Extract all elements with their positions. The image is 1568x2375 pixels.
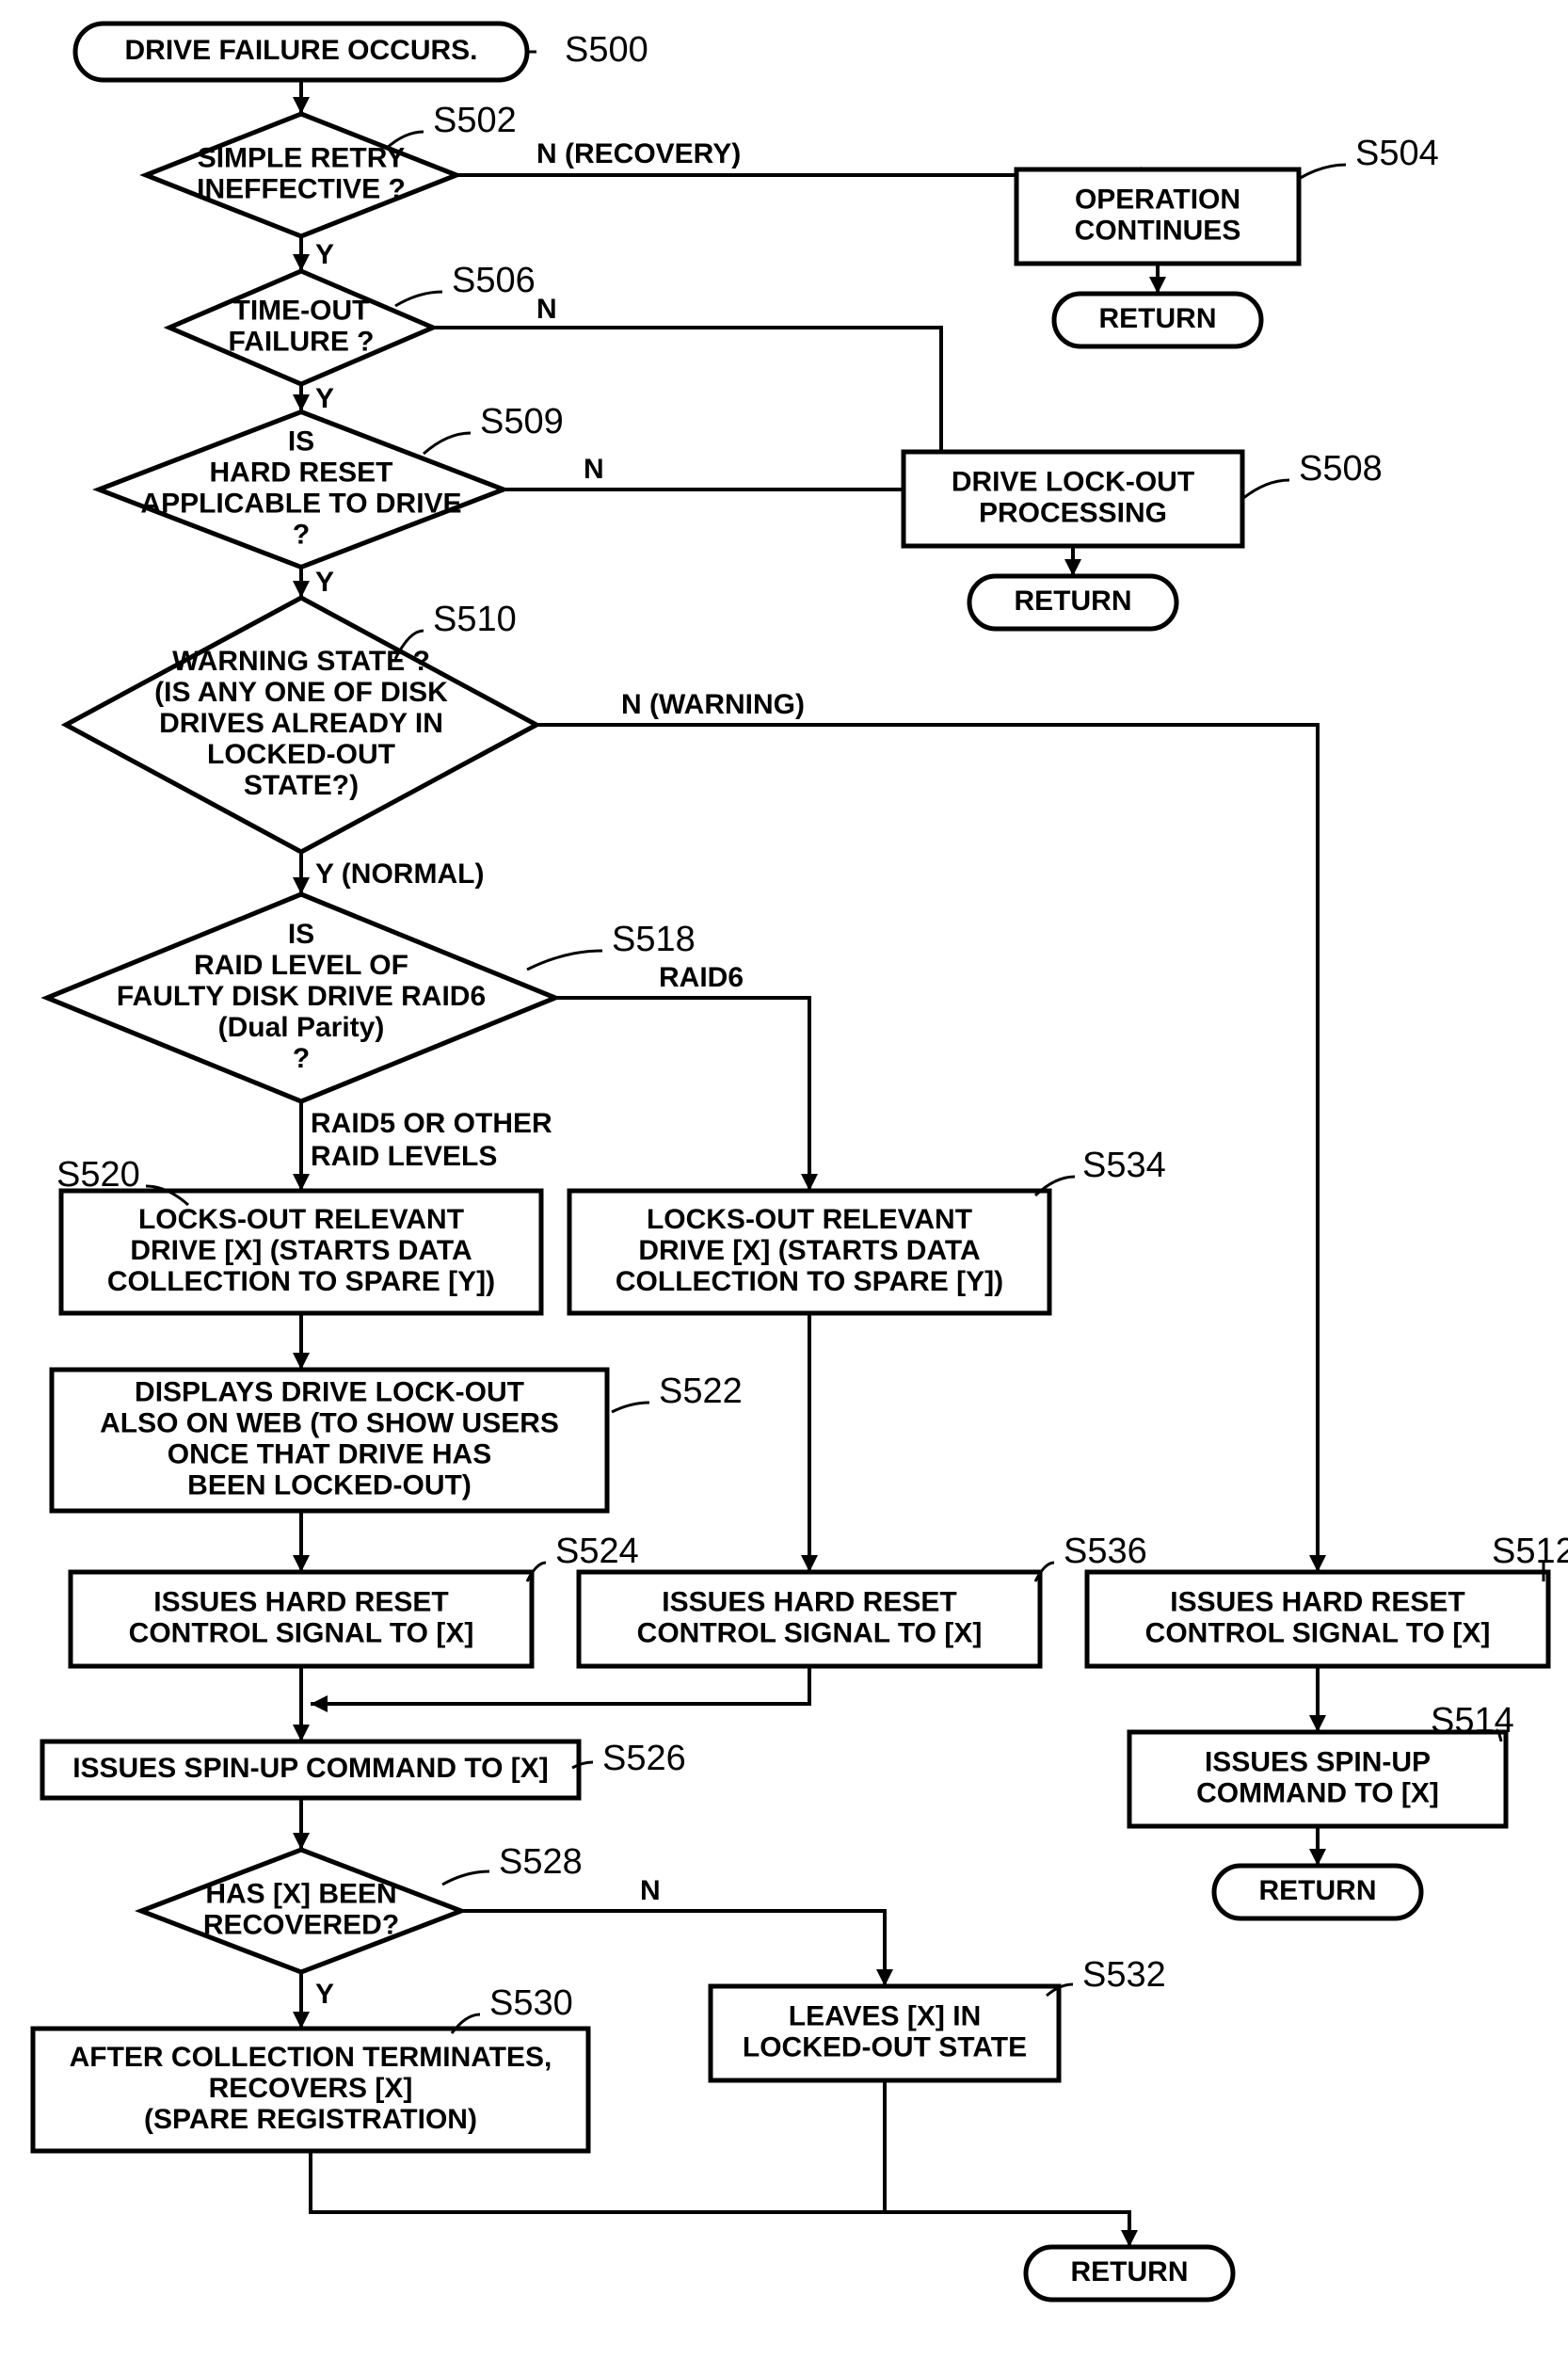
step-label: S520: [56, 1155, 140, 1195]
svg-text:DISPLAYS DRIVE LOCK-OUT: DISPLAYS DRIVE LOCK-OUT: [135, 1376, 524, 1407]
svg-text:ONCE THAT DRIVE HAS: ONCE THAT DRIVE HAS: [168, 1438, 491, 1469]
edge-label: N (WARNING): [621, 689, 805, 720]
step-label: S530: [489, 1983, 573, 2023]
edge-label: N: [536, 294, 557, 325]
step-label: S528: [499, 1842, 583, 1882]
svg-text:DRIVE FAILURE OCCURS.: DRIVE FAILURE OCCURS.: [124, 35, 477, 66]
svg-text:LOCKED-OUT: LOCKED-OUT: [207, 739, 395, 770]
svg-text:?: ?: [293, 519, 310, 550]
svg-text:DRIVE [X] (STARTS DATA: DRIVE [X] (STARTS DATA: [638, 1235, 980, 1266]
step-label: S532: [1082, 1955, 1166, 1995]
svg-text:COLLECTION TO SPARE [Y]): COLLECTION TO SPARE [Y]): [616, 1266, 1003, 1297]
step-label: S510: [433, 600, 517, 639]
svg-text:STATE?): STATE?): [244, 770, 359, 801]
step-label: S518: [612, 920, 696, 959]
svg-text:CONTROL SIGNAL TO [X]: CONTROL SIGNAL TO [X]: [1145, 1617, 1491, 1648]
svg-text:INEFFECTIVE ?: INEFFECTIVE ?: [197, 173, 406, 204]
svg-text:DRIVE [X] (STARTS DATA: DRIVE [X] (STARTS DATA: [130, 1235, 472, 1266]
step-label: S514: [1431, 1701, 1514, 1741]
edge-label: N (RECOVERY): [536, 138, 741, 169]
step-label: S522: [659, 1372, 743, 1411]
svg-text:ISSUES SPIN-UP COMMAND TO [X]: ISSUES SPIN-UP COMMAND TO [X]: [72, 1753, 549, 1784]
step-label: S502: [433, 101, 517, 140]
svg-text:FAILURE ?: FAILURE ?: [229, 326, 375, 357]
step-label: S512: [1492, 1532, 1568, 1571]
edge-label: N: [584, 454, 604, 485]
svg-text:SIMPLE RETRY: SIMPLE RETRY: [198, 142, 406, 173]
svg-text:RECOVERS [X]: RECOVERS [X]: [209, 2073, 413, 2104]
svg-text:WARNING STATE ?: WARNING STATE ?: [172, 646, 430, 677]
edge-label: RAID5 OR OTHER: [311, 1108, 552, 1139]
svg-text:RETURN: RETURN: [1259, 1875, 1377, 1906]
svg-text:RETURN: RETURN: [1015, 586, 1132, 617]
svg-text:DRIVES ALREADY IN: DRIVES ALREADY IN: [159, 708, 443, 739]
svg-text:LEAVES [X] IN: LEAVES [X] IN: [789, 2000, 981, 2031]
svg-text:APPLICABLE TO DRIVE: APPLICABLE TO DRIVE: [140, 488, 461, 519]
svg-text:OPERATION: OPERATION: [1075, 184, 1240, 215]
svg-text:HAS [X] BEEN: HAS [X] BEEN: [205, 1878, 396, 1909]
step-label: S500: [565, 30, 648, 70]
step-label: S504: [1355, 134, 1439, 173]
svg-text:ISSUES SPIN-UP: ISSUES SPIN-UP: [1205, 1746, 1431, 1777]
svg-text:COLLECTION TO SPARE [Y]): COLLECTION TO SPARE [Y]): [107, 1266, 495, 1297]
svg-text:RETURN: RETURN: [1099, 303, 1217, 334]
edge-label: Y: [315, 567, 334, 598]
step-label: S526: [602, 1739, 686, 1778]
svg-text:IS: IS: [288, 425, 314, 457]
step-label: S509: [480, 402, 564, 441]
edge-label: RAID LEVELS: [311, 1141, 497, 1172]
svg-text:COMMAND TO [X]: COMMAND TO [X]: [1196, 1777, 1439, 1808]
svg-text:RETURN: RETURN: [1071, 2256, 1189, 2287]
step-label: S534: [1082, 1146, 1166, 1185]
svg-text:ALSO ON WEB (TO SHOW USERS: ALSO ON WEB (TO SHOW USERS: [100, 1407, 559, 1438]
svg-text:(SPARE REGISTRATION): (SPARE REGISTRATION): [144, 2104, 477, 2135]
step-label: S506: [452, 261, 536, 300]
svg-text:IS: IS: [288, 919, 314, 950]
edge-label: Y (NORMAL): [315, 859, 484, 890]
svg-text:CONTROL SIGNAL TO [X]: CONTROL SIGNAL TO [X]: [129, 1617, 474, 1648]
svg-text:RECOVERED?: RECOVERED?: [203, 1909, 399, 1940]
svg-text:RAID LEVEL OF: RAID LEVEL OF: [194, 950, 408, 981]
step-label: S524: [555, 1532, 639, 1571]
svg-text:LOCKS-OUT RELEVANT: LOCKS-OUT RELEVANT: [138, 1204, 464, 1235]
svg-text:ISSUES HARD RESET: ISSUES HARD RESET: [662, 1586, 956, 1617]
svg-text:CONTROL SIGNAL TO [X]: CONTROL SIGNAL TO [X]: [637, 1617, 983, 1648]
svg-text:DRIVE LOCK-OUT: DRIVE LOCK-OUT: [952, 466, 1194, 497]
edge-label: Y: [315, 239, 334, 270]
svg-text:(Dual Parity): (Dual Parity): [218, 1012, 385, 1043]
svg-text:CONTINUES: CONTINUES: [1075, 215, 1241, 246]
edge-label: Y: [315, 1979, 334, 2010]
edge-label: N: [640, 1875, 661, 1906]
svg-text:LOCKS-OUT RELEVANT: LOCKS-OUT RELEVANT: [647, 1204, 972, 1235]
edge-label: RAID6: [659, 962, 744, 993]
svg-text:FAULTY DISK DRIVE RAID6: FAULTY DISK DRIVE RAID6: [117, 981, 486, 1012]
svg-text:BEEN LOCKED-OUT): BEEN LOCKED-OUT): [187, 1469, 472, 1500]
svg-text:(IS ANY ONE OF DISK: (IS ANY ONE OF DISK: [154, 677, 448, 708]
step-label: S536: [1064, 1532, 1147, 1571]
svg-text:ISSUES HARD RESET: ISSUES HARD RESET: [153, 1586, 448, 1617]
step-label: S508: [1299, 449, 1383, 489]
svg-text:?: ?: [293, 1043, 310, 1074]
svg-text:PROCESSING: PROCESSING: [979, 497, 1167, 528]
edge-label: Y: [315, 383, 334, 414]
svg-text:LOCKED-OUT STATE: LOCKED-OUT STATE: [743, 2031, 1027, 2062]
svg-text:ISSUES HARD RESET: ISSUES HARD RESET: [1170, 1586, 1464, 1617]
svg-text:AFTER COLLECTION TERMINATES,: AFTER COLLECTION TERMINATES,: [70, 2042, 552, 2073]
svg-text:HARD RESET: HARD RESET: [209, 457, 392, 488]
svg-text:TIME-OUT: TIME-OUT: [233, 295, 370, 326]
